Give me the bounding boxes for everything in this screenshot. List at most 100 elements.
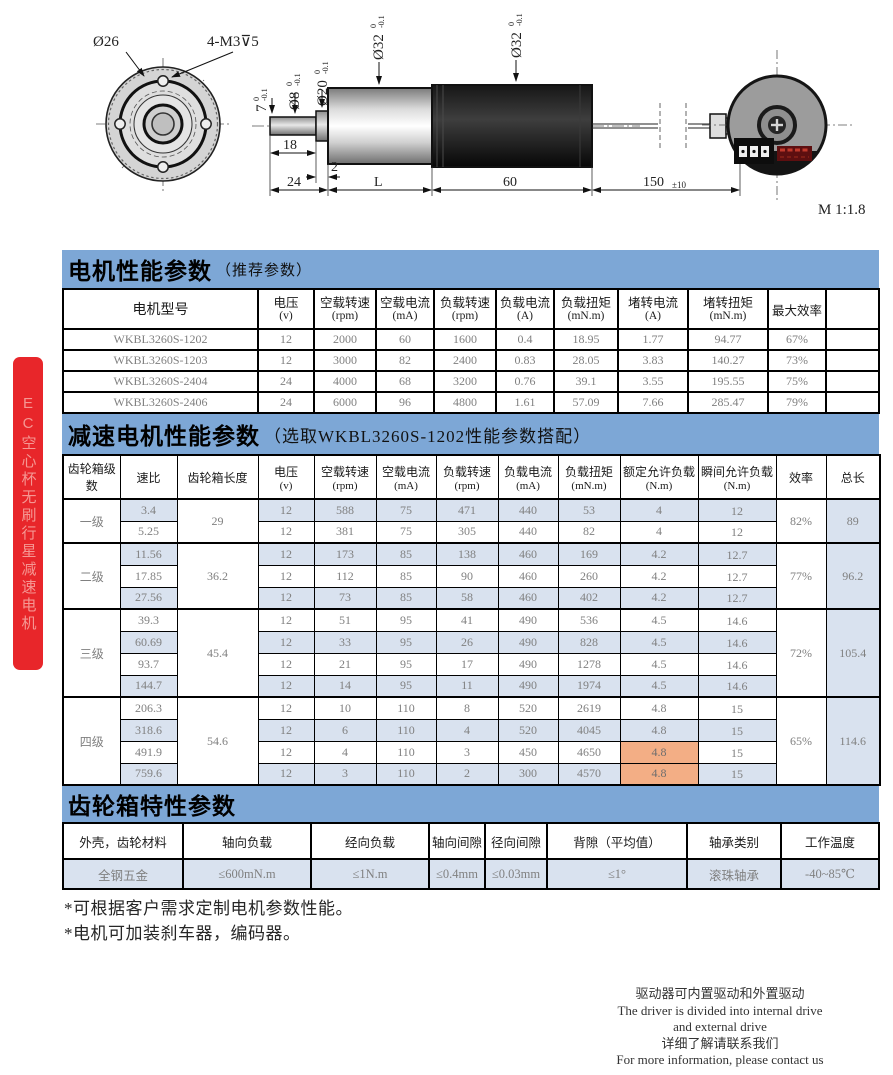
table1-title: 电机性能参数 xyxy=(68,258,212,284)
cell-empty xyxy=(825,370,880,393)
cell: 41 xyxy=(435,608,499,632)
cell: 67% xyxy=(767,328,827,351)
cell: 110 xyxy=(375,762,437,786)
table-row: 齿轮箱级数 速比 齿轮箱长度 电压 (v) 空载转速 (rpm) 空载电流 (mA) … xyxy=(62,454,881,500)
cell: 14.6 xyxy=(697,652,777,676)
table-row: 电机型号 电压 (v) 空载转速 (rpm) 空载电流 (mA) 负载转速 (rpm) … xyxy=(62,288,880,330)
cell: 1974 xyxy=(557,674,621,698)
cell: 51 xyxy=(313,608,377,632)
cell: 75% xyxy=(767,370,827,393)
table-row: 144.7 12 14 95 11 490 1974 4.5 14.6 xyxy=(63,674,880,698)
cell: 95 xyxy=(375,674,437,698)
cell: 490 xyxy=(497,674,559,698)
rear-pcb xyxy=(777,146,812,161)
cell: 110 xyxy=(375,718,437,742)
technical-drawing: Ø26 4-M3⊽5 7 xyxy=(93,13,866,218)
table-row: 491.9 12 4 110 3 450 4650 4.8 15 xyxy=(63,740,880,764)
table-row: 5.25 12 381 75 305 440 82 4 12 xyxy=(63,520,880,544)
cell: 491.9 xyxy=(119,740,178,764)
col-header: 径向间隙 xyxy=(484,822,548,860)
cell: 381 xyxy=(313,520,377,544)
label-shaft-diameter: Ø8 0 -0.1 xyxy=(285,73,303,110)
label-screws: 4-M3⊽5 xyxy=(207,34,259,50)
svg-text:Ø32: Ø32 xyxy=(371,34,387,60)
stage-cell: 三级 xyxy=(62,608,121,698)
cell: 6000 xyxy=(313,391,377,414)
cell: 12 xyxy=(697,498,777,522)
cell: 1600 xyxy=(433,328,497,351)
table3-title: 齿轮箱特性参数 xyxy=(68,793,236,819)
cell: 173 xyxy=(313,542,377,566)
cell: 140.27 xyxy=(687,349,769,372)
cell: 24 xyxy=(257,391,315,414)
svg-text:-0.1: -0.1 xyxy=(377,15,386,28)
label-shaft-flat: 7 0 -0.1 xyxy=(252,88,270,112)
col-header: 电压 (v) xyxy=(257,454,315,500)
cell: 57.09 xyxy=(553,391,619,414)
highlighted-cell: 4.8 xyxy=(619,740,699,764)
cell: 12 xyxy=(257,328,315,351)
cell: 15 xyxy=(697,718,777,742)
cell: 全钢五金 xyxy=(62,858,184,890)
cell: 4.2 xyxy=(619,542,699,566)
cell: 490 xyxy=(497,652,559,676)
motor-body xyxy=(431,84,593,168)
cell: 14.6 xyxy=(697,630,777,654)
cell: 4.5 xyxy=(619,630,699,654)
cell: 7.66 xyxy=(617,391,689,414)
cell: 110 xyxy=(375,696,437,720)
cell: 12 xyxy=(257,696,315,720)
col-header: 负载扭矩 (mN.m) xyxy=(553,288,619,330)
cell: 0.4 xyxy=(495,328,555,351)
table-row: 外壳，齿轮材料 轴向负载 经向负载 轴向间隙 径向间隙 背隙（平均值） 轴承类别… xyxy=(62,822,880,860)
cell-empty xyxy=(825,328,880,351)
cell: 4045 xyxy=(557,718,621,742)
cell: 300 xyxy=(497,762,559,786)
stage-cell: 二级 xyxy=(62,542,121,610)
cell: 110 xyxy=(375,740,437,764)
dim-cable-length: 150 xyxy=(643,175,664,190)
col-header: 速比 xyxy=(119,454,178,500)
screw-hole xyxy=(157,161,169,173)
col-header: 外壳，齿轮材料 xyxy=(62,822,184,860)
cell: 402 xyxy=(557,586,621,610)
cell: 60.69 xyxy=(119,630,178,654)
box-length-cell: 29 xyxy=(176,498,259,544)
col-header: 空载电流 (mA) xyxy=(375,454,437,500)
efficiency-cell: 82% xyxy=(775,498,827,544)
driver-info-text: 驱动器可内置驱动和外置驱动 The driver is divided into… xyxy=(555,986,885,1069)
cell: 12 xyxy=(257,718,315,742)
table-row: 三级 39.3 45.4 12 51 95 41 490 536 4.5 14.6 72% 1… xyxy=(62,608,881,698)
efficiency-cell: 72% xyxy=(775,608,827,698)
col-header: 负载转速 (rpm) xyxy=(435,454,499,500)
cell: 4 xyxy=(619,520,699,544)
dim-front-length: 24 xyxy=(287,175,301,190)
cell: ≤600mN.m xyxy=(182,858,312,890)
cell: 0.83 xyxy=(495,349,555,372)
cell: 95 xyxy=(375,652,437,676)
side-banner: EC空心杯无刷行星减速电机 xyxy=(13,357,43,670)
cell: 96 xyxy=(375,391,435,414)
rear-view xyxy=(702,50,852,203)
label-bolt-circle: Ø26 xyxy=(93,34,119,50)
cell: 15 xyxy=(697,740,777,764)
cell: 73 xyxy=(313,586,377,610)
stage-cell: 四级 xyxy=(62,696,121,786)
cell: 4.2 xyxy=(619,586,699,610)
stage-cell: 一级 xyxy=(62,498,121,544)
cell: 4 xyxy=(313,740,377,764)
col-header: 电压 (v) xyxy=(257,288,315,330)
cell: 520 xyxy=(497,718,559,742)
col-header: 额定允许负载 (N.m) xyxy=(619,454,699,500)
label-gearbox-diameter: Ø32 0 -0.1 xyxy=(369,15,387,60)
box-length-cell: 54.6 xyxy=(176,696,259,786)
col-header: 背隙（平均值） xyxy=(546,822,688,860)
table2-subtitle: （选取WKBL3260S-1202性能参数搭配） xyxy=(264,426,592,446)
cell: WKBL3260S-1202 xyxy=(62,328,259,351)
table-row: 四级 206.3 54.6 12 10 110 8 520 2619 4.8 15 65% 1… xyxy=(62,696,881,786)
col-header: 堵转电流 (A) xyxy=(617,288,689,330)
col-header: 电机型号 xyxy=(62,288,259,330)
cell: 90 xyxy=(435,564,499,588)
gear-motor-performance-table: 齿轮箱级数 速比 齿轮箱长度 电压 (v) 空载转速 (rpm) 空载电流 (mA) … xyxy=(62,454,881,786)
